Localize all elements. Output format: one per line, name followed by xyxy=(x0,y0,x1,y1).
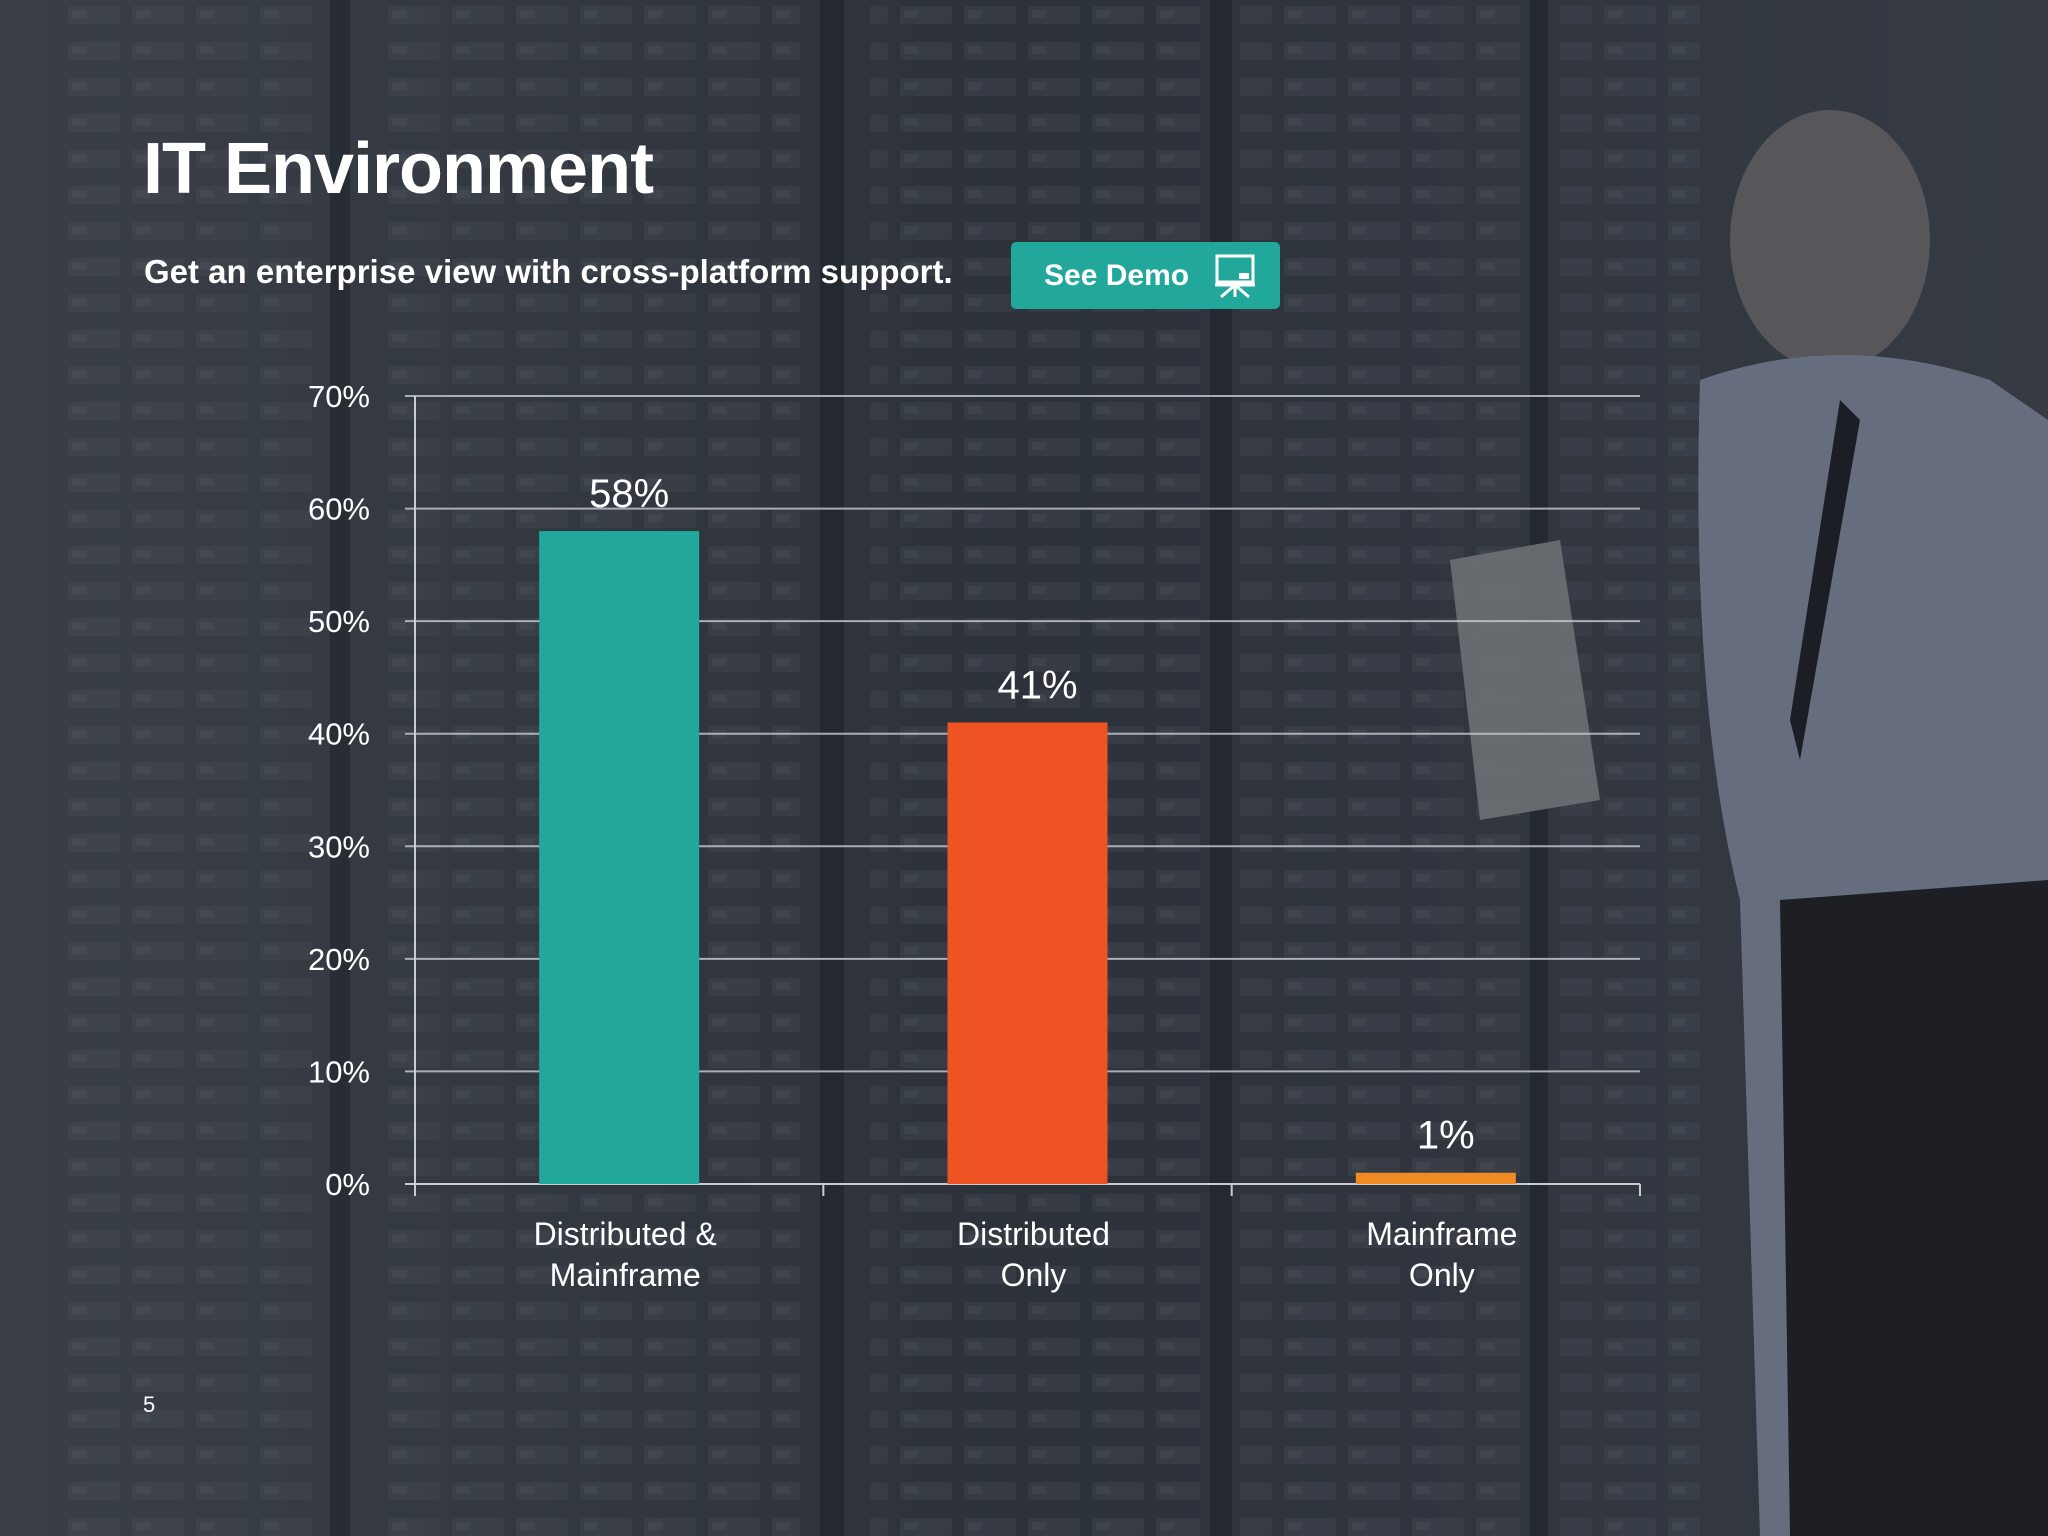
bar xyxy=(539,531,700,1184)
category-label: Mainframe xyxy=(1366,1216,1517,1252)
y-tick-label: 70% xyxy=(308,379,370,414)
slide-subtitle: Get an enterprise view with cross-platfo… xyxy=(144,253,953,290)
category-label: Only xyxy=(1409,1257,1475,1293)
category-label: Only xyxy=(1001,1257,1067,1293)
y-tick-label: 30% xyxy=(308,829,370,864)
see-demo-button[interactable]: See Demo xyxy=(1011,242,1280,309)
y-tick-label: 10% xyxy=(308,1054,370,1089)
bar xyxy=(1355,1172,1516,1184)
category-label: Distributed & xyxy=(534,1216,717,1252)
category-label: Distributed xyxy=(957,1216,1110,1252)
category-label: Mainframe xyxy=(550,1257,701,1293)
y-tick-label: 40% xyxy=(308,717,370,752)
bar-value-label: 1% xyxy=(1417,1114,1475,1158)
see-demo-label: See Demo xyxy=(1044,258,1190,292)
page-number: 5 xyxy=(143,1392,156,1417)
bar xyxy=(947,722,1108,1184)
bar-value-label: 58% xyxy=(589,472,669,516)
bar-value-label: 41% xyxy=(997,663,1077,707)
y-tick-label: 20% xyxy=(308,942,370,977)
y-tick-label: 50% xyxy=(308,604,370,639)
slide-title: IT Environment xyxy=(143,129,654,209)
y-tick-label: 60% xyxy=(308,492,370,527)
presentation-board-icon xyxy=(1215,254,1255,299)
y-tick-label: 0% xyxy=(325,1167,370,1202)
